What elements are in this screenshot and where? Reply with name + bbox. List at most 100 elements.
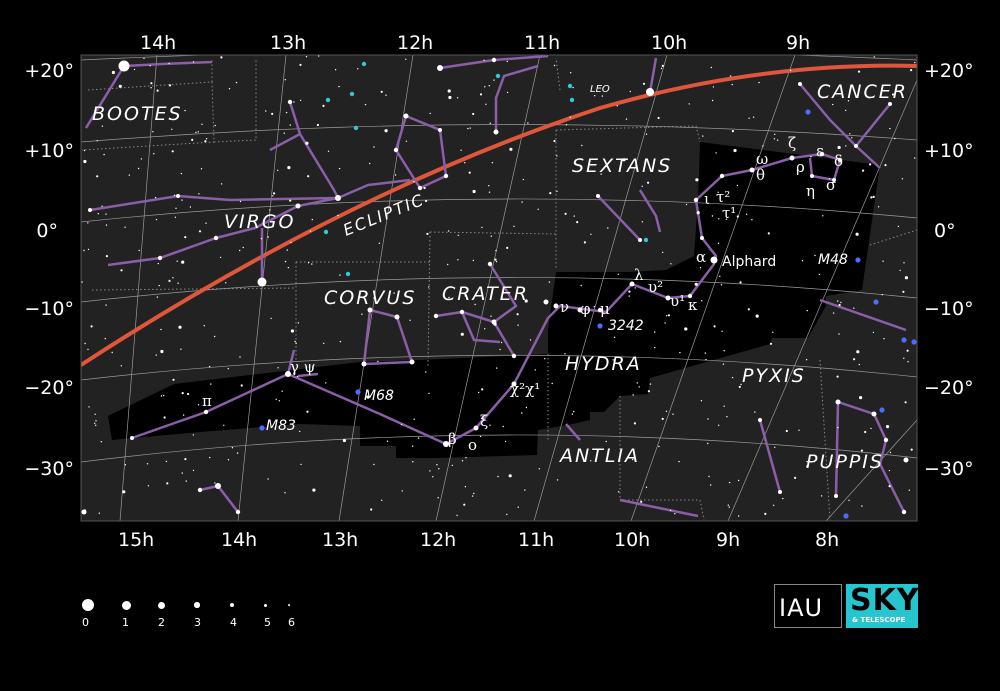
faint-star <box>897 225 900 228</box>
faint-star <box>670 263 672 265</box>
faint-star <box>181 472 183 474</box>
bright-star <box>543 299 549 305</box>
legend-magnitude-1: 1 <box>122 596 134 629</box>
faint-star <box>227 459 230 461</box>
faint-star <box>717 191 719 193</box>
faint-star <box>208 365 211 368</box>
faint-star <box>694 282 698 286</box>
bright-star <box>443 441 449 447</box>
faint-star <box>538 468 541 470</box>
greek-sigma: σ <box>826 176 836 194</box>
faint-star <box>708 475 710 478</box>
legend-magnitude-label: 1 <box>122 616 129 629</box>
faint-star <box>877 206 880 208</box>
publisher-logos: IAU SKY & TELESCOPE <box>774 583 919 628</box>
faint-star <box>894 137 896 140</box>
faint-star <box>124 464 127 466</box>
faint-star <box>165 460 168 463</box>
faint-star <box>178 325 182 329</box>
faint-star <box>111 351 113 354</box>
bright-star <box>577 307 583 313</box>
bright-star <box>888 102 892 106</box>
faint-star <box>269 209 271 211</box>
faint-star <box>373 146 375 148</box>
faint-star <box>814 254 816 257</box>
faint-star <box>736 184 739 187</box>
faint-star <box>903 357 905 359</box>
faint-star <box>472 189 476 194</box>
faint-star <box>122 490 126 494</box>
faint-star <box>389 395 391 397</box>
faint-star <box>662 251 664 254</box>
faint-star <box>891 93 895 96</box>
faint-star <box>160 328 162 331</box>
faint-star <box>417 437 420 439</box>
legend-magnitude-label: 2 <box>158 616 165 629</box>
faint-star <box>284 79 286 81</box>
faint-star <box>525 406 528 409</box>
faint-star <box>914 157 916 159</box>
bright-star <box>235 509 241 515</box>
bright-star <box>393 147 399 153</box>
faint-star <box>436 464 438 466</box>
faint-star <box>267 478 269 480</box>
bright-star <box>213 235 219 241</box>
bright-star <box>511 381 517 387</box>
faint-star <box>180 172 183 175</box>
faint-star <box>600 173 602 175</box>
faint-star <box>281 390 283 392</box>
faint-star <box>189 206 192 208</box>
faint-star <box>413 181 415 183</box>
faint-star <box>899 269 901 272</box>
ra-bottom-12h: 12h <box>420 529 456 551</box>
faint-star <box>425 371 427 373</box>
faint-star <box>299 63 302 66</box>
faint-star <box>338 167 341 170</box>
faint-star <box>722 363 725 365</box>
faint-star <box>305 141 309 145</box>
faint-star <box>508 474 512 478</box>
faint-star <box>660 67 663 70</box>
faint-star <box>447 89 451 93</box>
faint-star <box>423 186 426 190</box>
bright-star <box>819 151 825 157</box>
faint-star <box>157 262 159 265</box>
bright-star <box>837 157 843 163</box>
faint-star <box>556 190 558 193</box>
faint-star <box>649 383 652 385</box>
faint-star <box>774 446 776 448</box>
faint-star <box>111 70 115 75</box>
faint-star <box>413 418 415 420</box>
faint-star <box>524 299 528 303</box>
faint-star <box>272 195 274 197</box>
faint-star <box>401 490 403 492</box>
faint-star <box>474 303 476 306</box>
dec-right-labels: +20° +10° 0° −10° −20° −30° <box>924 60 974 480</box>
faint-star <box>838 303 841 307</box>
bright-star <box>285 371 291 377</box>
faint-star <box>840 301 842 304</box>
faint-star <box>494 258 497 261</box>
faint-star <box>290 329 294 333</box>
bright-star <box>789 155 795 161</box>
legend-magnitude-label: 4 <box>230 616 237 629</box>
bright-star <box>118 60 130 72</box>
faint-star <box>286 249 288 251</box>
bright-star <box>295 203 301 209</box>
faint-star <box>260 237 263 240</box>
faint-star <box>711 99 714 102</box>
faint-star <box>860 449 864 452</box>
faint-star <box>908 489 910 491</box>
faint-star <box>225 282 227 284</box>
greek-mu: μ <box>600 300 610 318</box>
faint-star <box>723 405 725 407</box>
faint-star <box>480 417 483 420</box>
faint-star <box>484 328 486 330</box>
faint-star <box>297 322 300 324</box>
faint-star <box>283 132 285 134</box>
greek-omega: ω <box>756 150 768 168</box>
faint-star <box>904 276 909 280</box>
faint-star <box>95 424 97 426</box>
faint-star <box>96 175 99 178</box>
legend-magnitude-label: 0 <box>82 616 89 629</box>
